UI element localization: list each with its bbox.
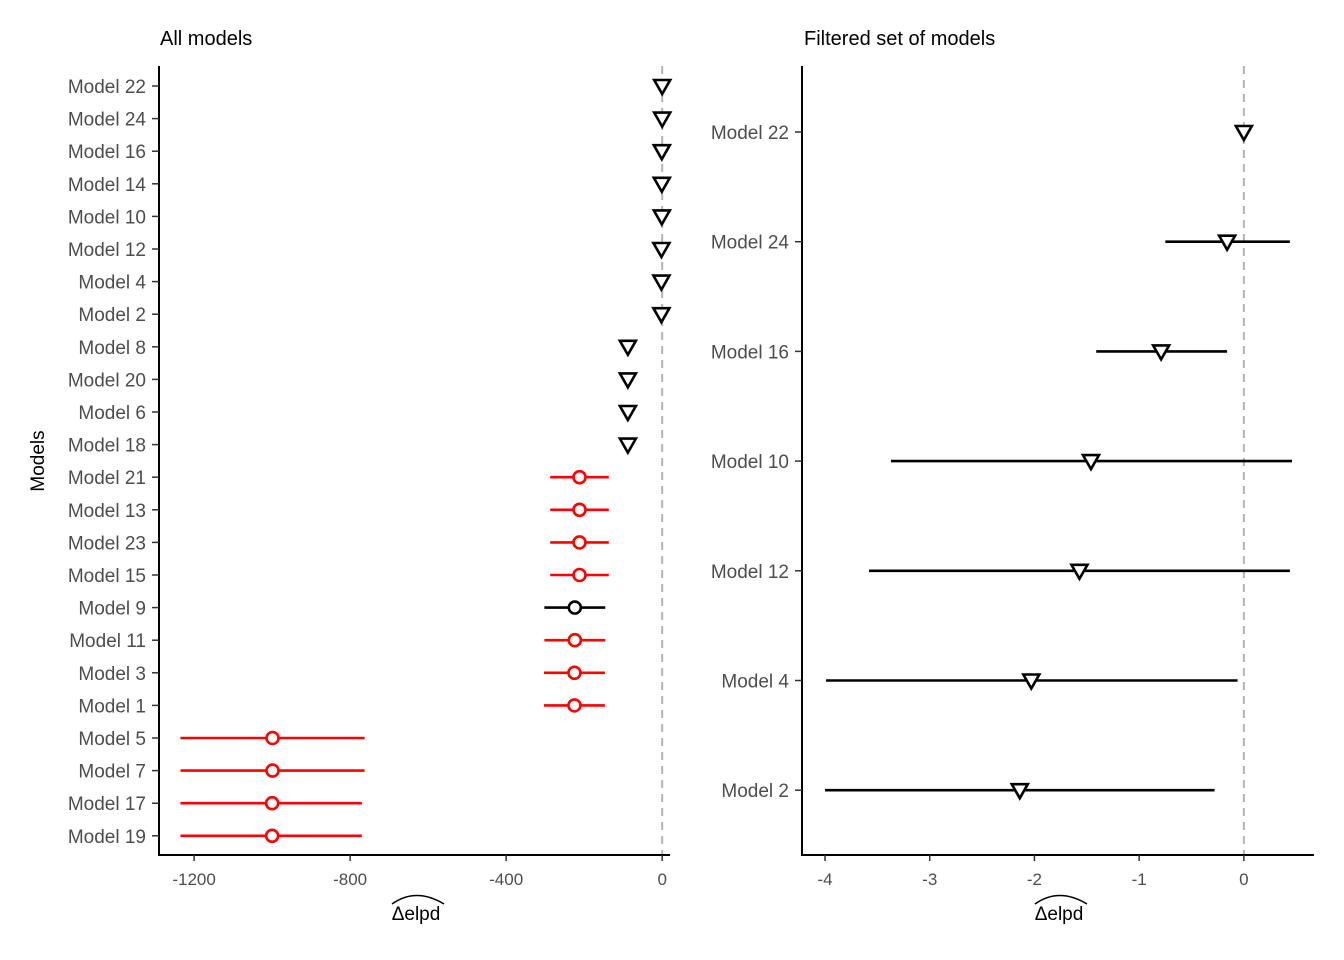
estimate-point-triangle <box>1216 234 1238 253</box>
estimate-point-circle <box>567 665 582 681</box>
model-label: Model 17 <box>68 794 146 815</box>
x-tick-label: -4 <box>817 870 832 889</box>
estimate-point-circle <box>572 502 587 518</box>
model-label: Model 15 <box>68 566 146 587</box>
model-label: Model 14 <box>68 175 147 196</box>
estimate-point-circle <box>567 698 582 713</box>
estimate-point-triangle <box>617 404 639 423</box>
estimate-point-circle <box>572 535 587 550</box>
estimate-point-triangle <box>1069 563 1090 582</box>
estimate-point-circle <box>567 632 583 648</box>
estimate-point-triangle <box>617 339 639 358</box>
hat-accent <box>391 894 445 905</box>
estimate-point-triangle <box>651 241 672 260</box>
x-tick-label: -1 <box>1132 870 1147 889</box>
model-label: Model 19 <box>68 827 146 848</box>
estimate-point-circle <box>265 763 280 778</box>
x-axis-title: Δelpd <box>392 904 441 925</box>
model-label: Model 24 <box>711 233 790 254</box>
estimate-point-triangle <box>651 78 673 97</box>
model-label: Model 11 <box>69 631 146 652</box>
model-label: Model 24 <box>68 110 147 131</box>
x-tick-label: -2 <box>1027 870 1042 889</box>
model-label: Model 22 <box>68 77 146 98</box>
model-label: Model 16 <box>68 142 146 163</box>
estimate-point-circle <box>264 795 280 811</box>
y-axis-title: Models <box>28 430 49 491</box>
model-label: Model 22 <box>711 123 789 144</box>
estimate-point-triangle <box>651 306 672 325</box>
model-label: Model 2 <box>721 781 789 802</box>
estimate-point-triangle <box>1021 673 1042 692</box>
hat-accent <box>1034 894 1088 905</box>
model-label: Model 23 <box>68 533 146 554</box>
estimate-point-triangle <box>651 111 673 130</box>
estimate-point-circle <box>572 469 587 485</box>
model-label: Model 16 <box>711 342 789 363</box>
model-label: Model 12 <box>68 240 146 261</box>
x-axis-title: Δelpd <box>1035 904 1084 925</box>
x-tick-label: -800 <box>333 870 367 889</box>
estimate-point-triangle <box>651 209 673 228</box>
estimate-point-triangle <box>651 274 672 293</box>
panel-2: Filtered set of models -4 -3 -2 -1 0 Δelpd Mode… <box>711 28 1314 925</box>
estimate-point-triangle <box>651 143 673 162</box>
model-label: Model 12 <box>711 562 789 583</box>
x-tick-label: 0 <box>657 870 666 889</box>
estimate-point-triangle <box>1080 453 1102 472</box>
model-label: Model 10 <box>68 207 146 228</box>
estimate-point-circle <box>264 828 280 844</box>
model-label: Model 5 <box>78 729 146 750</box>
model-label: Model 6 <box>78 403 146 424</box>
model-label: Model 1 <box>78 696 146 717</box>
model-label: Model 13 <box>68 501 146 522</box>
estimate-point-triangle <box>651 176 673 195</box>
model-label: Model 10 <box>711 452 789 473</box>
model-label: Model 9 <box>78 599 146 620</box>
estimate-point-circle <box>265 730 280 746</box>
model-label: Model 3 <box>78 664 146 685</box>
estimate-point-triangle <box>617 437 639 456</box>
model-label: Model 20 <box>68 370 146 391</box>
x-tick-label: -1200 <box>172 870 215 889</box>
x-tick-label: -3 <box>922 870 937 889</box>
model-label: Model 7 <box>78 762 146 783</box>
estimate-point-circle <box>567 600 583 615</box>
model-label: Model 18 <box>68 436 146 457</box>
model-label: Model 4 <box>78 273 146 294</box>
model-label: Model 8 <box>78 338 146 359</box>
x-tick-label: 0 <box>1239 870 1248 889</box>
estimate-point-triangle <box>1233 124 1255 143</box>
estimate-point-triangle <box>1009 782 1031 801</box>
x-tick-label: -400 <box>489 870 523 889</box>
estimate-point-circle <box>572 567 587 583</box>
model-label: Model 4 <box>721 672 789 693</box>
panel-1: All models -1200 -800 -400 0 Δelpd Models Model… <box>28 28 673 925</box>
panel-title: All models <box>160 28 252 50</box>
panel-title: Filtered set of models <box>804 28 995 50</box>
model-label: Model 2 <box>78 305 146 326</box>
estimate-point-triangle <box>617 372 639 391</box>
estimate-point-triangle <box>1150 344 1172 363</box>
model-label: Model 21 <box>68 468 146 489</box>
